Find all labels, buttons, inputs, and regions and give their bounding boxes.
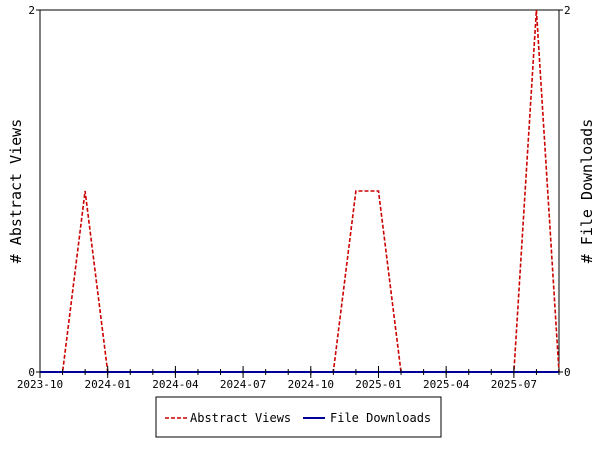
x-tick-label: 2024-07 bbox=[220, 378, 266, 391]
legend-item-abstract-views: Abstract Views bbox=[165, 411, 291, 425]
y-axis-right-title: # File Downloads bbox=[578, 119, 596, 264]
legend-label: Abstract Views bbox=[190, 411, 291, 425]
plot-area bbox=[39, 9, 560, 373]
y-right-tick-label: 0 bbox=[564, 366, 571, 379]
legend: Abstract Views File Downloads bbox=[155, 396, 442, 438]
legend-box bbox=[155, 396, 442, 438]
x-tick-label: 2025-01 bbox=[355, 378, 401, 391]
x-tick-label: 2024-04 bbox=[152, 378, 199, 391]
x-tick-label: 2024-10 bbox=[288, 378, 334, 391]
y-left-tick-label: 0 bbox=[28, 366, 35, 379]
x-tick-label: 2025-07 bbox=[491, 378, 537, 391]
x-tick-label: 2024-01 bbox=[85, 378, 131, 391]
y-axis-left-title: # Abstract Views bbox=[7, 119, 25, 264]
x-tick-label: 2025-04 bbox=[423, 378, 470, 391]
legend-item-file-downloads: File Downloads bbox=[303, 411, 431, 425]
y-right-tick-label: 2 bbox=[564, 4, 571, 17]
legend-label: File Downloads bbox=[330, 411, 431, 425]
x-tick-label: 2023-10 bbox=[17, 378, 63, 391]
y-left-tick-label: 2 bbox=[28, 4, 35, 17]
